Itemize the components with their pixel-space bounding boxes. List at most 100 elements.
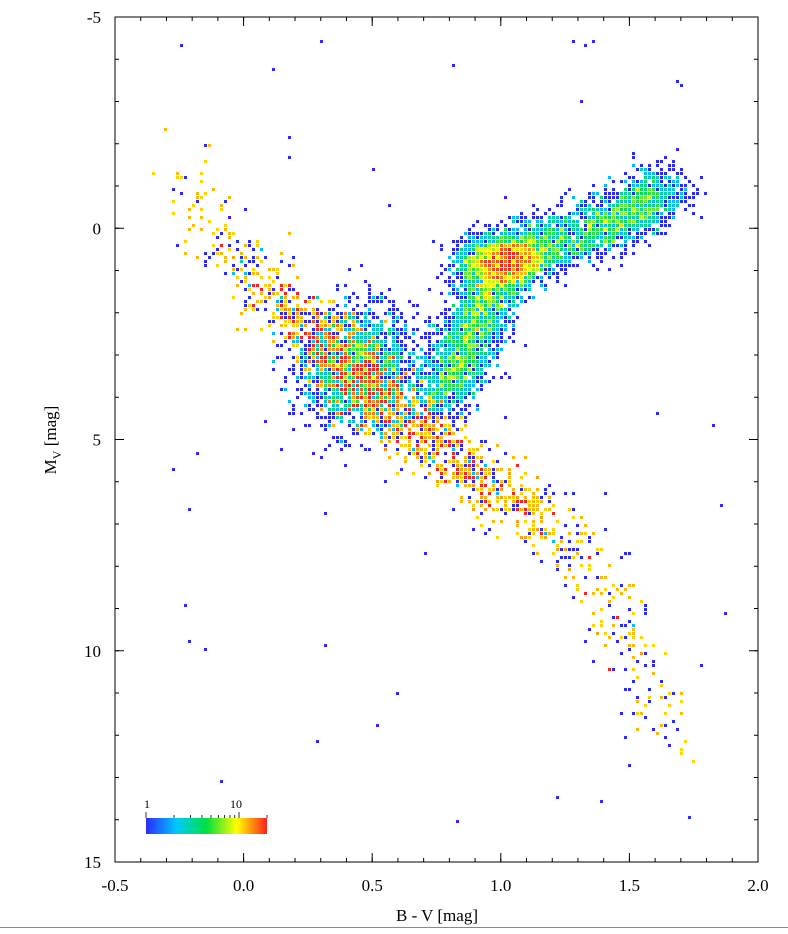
density-cell	[360, 344, 363, 347]
density-cell	[480, 472, 483, 475]
density-cell	[568, 532, 571, 535]
density-cell	[308, 372, 311, 375]
density-cell	[560, 204, 563, 207]
density-cell	[512, 252, 515, 255]
density-cell	[472, 392, 475, 395]
density-cell	[512, 320, 515, 323]
density-cell	[336, 324, 339, 327]
density-cell	[472, 452, 475, 455]
density-cell	[500, 244, 503, 247]
density-cell	[664, 204, 667, 207]
density-cell	[448, 320, 451, 323]
density-cell	[504, 328, 507, 331]
density-cell	[352, 336, 355, 339]
density-cell	[444, 416, 447, 419]
density-cell	[472, 380, 475, 383]
density-cell	[332, 308, 335, 311]
density-cell	[456, 460, 459, 463]
density-cell	[636, 728, 639, 731]
density-cell	[532, 512, 535, 515]
density-cell	[584, 240, 587, 243]
density-cell	[660, 680, 663, 683]
density-cell	[320, 380, 323, 383]
density-cell	[460, 364, 463, 367]
density-cell	[408, 388, 411, 391]
density-cell	[508, 316, 511, 319]
density-cell	[332, 384, 335, 387]
density-cell	[360, 328, 363, 331]
density-cell	[512, 504, 515, 507]
density-cell	[284, 284, 287, 287]
density-cell	[464, 300, 467, 303]
density-cell	[572, 516, 575, 519]
density-cell	[464, 388, 467, 391]
density-cell	[444, 328, 447, 331]
density-cell	[488, 328, 491, 331]
density-cell	[336, 400, 339, 403]
density-cell	[300, 356, 303, 359]
density-cell	[300, 412, 303, 415]
density-cell	[312, 408, 315, 411]
density-cell	[360, 420, 363, 423]
density-cell	[364, 320, 367, 323]
density-cell	[380, 404, 383, 407]
density-cell	[488, 296, 491, 299]
density-cell	[356, 312, 359, 315]
density-cell	[528, 288, 531, 291]
density-cell	[536, 476, 539, 479]
density-cell	[496, 508, 499, 511]
density-cell	[352, 428, 355, 431]
density-cell	[440, 408, 443, 411]
density-cell	[532, 260, 535, 263]
density-cell	[380, 380, 383, 383]
density-cell	[296, 276, 299, 279]
density-cell	[372, 396, 375, 399]
density-cell	[196, 256, 199, 259]
density-cell	[492, 296, 495, 299]
density-cell	[356, 356, 359, 359]
density-cell	[400, 392, 403, 395]
density-cell	[624, 252, 627, 255]
density-cell	[356, 432, 359, 435]
x-tick-label: 2.0	[747, 876, 768, 895]
density-cell	[480, 376, 483, 379]
density-cell	[480, 324, 483, 327]
density-cell	[416, 328, 419, 331]
density-cell	[588, 260, 591, 263]
density-cell	[392, 424, 395, 427]
density-cell	[428, 436, 431, 439]
density-cell	[484, 308, 487, 311]
density-cell	[428, 316, 431, 319]
density-cell	[468, 340, 471, 343]
density-cell	[680, 84, 683, 87]
density-cell	[396, 328, 399, 331]
density-cell	[360, 348, 363, 351]
density-cell	[396, 404, 399, 407]
density-cell	[484, 292, 487, 295]
density-cell	[560, 540, 563, 543]
density-cell	[560, 548, 563, 551]
density-cell	[536, 224, 539, 227]
density-cell	[452, 384, 455, 387]
density-cell	[328, 360, 331, 363]
density-cell	[540, 216, 543, 219]
density-cell	[576, 588, 579, 591]
density-cell	[644, 716, 647, 719]
density-cell	[264, 420, 267, 423]
density-cell	[376, 400, 379, 403]
density-cell	[468, 452, 471, 455]
density-cell	[564, 244, 567, 247]
density-cell	[452, 408, 455, 411]
density-cell	[584, 232, 587, 235]
density-cell	[368, 432, 371, 435]
density-cell	[496, 272, 499, 275]
density-cell	[548, 240, 551, 243]
density-cell	[384, 480, 387, 483]
density-cell	[408, 368, 411, 371]
density-cell	[464, 320, 467, 323]
density-cell	[604, 632, 607, 635]
colorbar-gradient	[146, 818, 267, 834]
density-cell	[452, 456, 455, 459]
density-cell	[200, 216, 203, 219]
density-cell	[660, 684, 663, 687]
